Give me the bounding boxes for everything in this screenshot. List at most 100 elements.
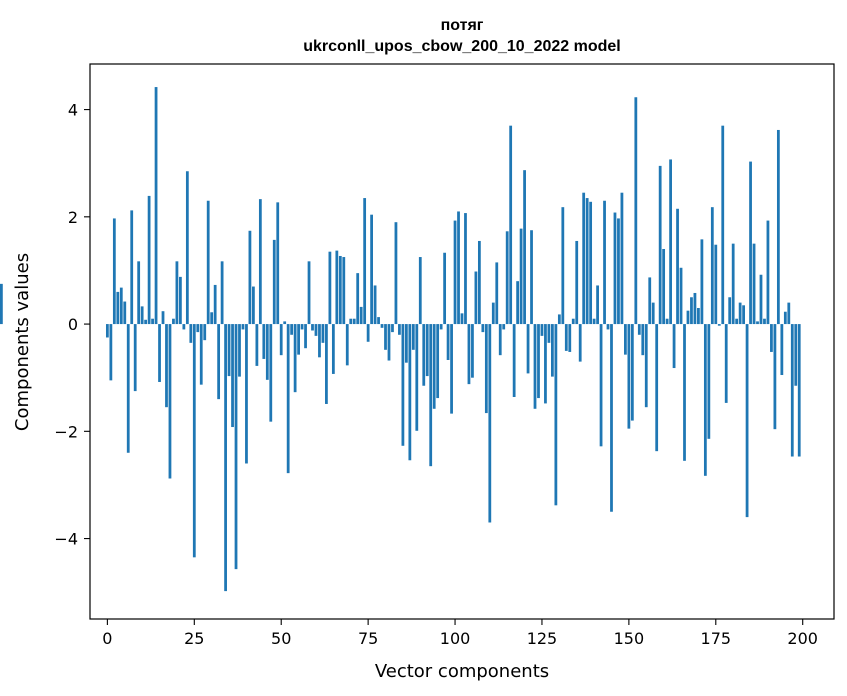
bar — [265, 324, 269, 380]
bar — [443, 252, 447, 325]
bar — [192, 324, 196, 558]
bar — [561, 207, 565, 325]
bar — [109, 324, 113, 381]
bar — [603, 200, 606, 325]
bar — [714, 244, 718, 325]
bar — [717, 324, 721, 326]
bar — [168, 324, 172, 479]
bar — [683, 324, 686, 461]
bar — [763, 318, 766, 325]
bar — [773, 324, 777, 430]
bar — [759, 274, 763, 325]
bar — [391, 324, 394, 333]
bar — [630, 324, 634, 421]
bar — [477, 240, 481, 325]
bar — [679, 267, 683, 325]
bar — [380, 324, 384, 328]
bar — [429, 324, 433, 467]
bar — [307, 261, 311, 325]
plot-area-frame — [89, 63, 835, 620]
bar — [634, 97, 638, 325]
bar — [728, 297, 732, 325]
bar — [724, 324, 728, 403]
bar — [231, 324, 234, 428]
bar — [370, 214, 373, 325]
bar — [432, 324, 436, 409]
bar — [105, 324, 109, 338]
bar — [589, 201, 593, 325]
bar — [196, 324, 200, 333]
bar — [335, 250, 339, 325]
bar — [384, 324, 387, 350]
bar — [314, 324, 318, 336]
chart-title: потяг — [441, 17, 484, 34]
bar — [710, 207, 714, 325]
y-axis-label: Components values — [12, 253, 33, 431]
bar — [648, 277, 652, 325]
bar — [185, 171, 189, 325]
bar — [575, 240, 579, 325]
bar — [366, 324, 370, 342]
bar — [172, 318, 175, 325]
bar — [210, 312, 214, 325]
bar — [175, 261, 179, 325]
x-tick-label: 200 — [787, 629, 818, 648]
bar — [140, 306, 144, 325]
bar — [276, 202, 280, 325]
bar — [439, 324, 443, 330]
bar — [182, 324, 186, 330]
bar — [596, 285, 599, 325]
bar — [697, 307, 700, 325]
bar — [481, 324, 485, 333]
bar — [0, 283, 3, 325]
bar — [464, 213, 467, 325]
bar — [217, 324, 221, 400]
bar — [533, 324, 537, 409]
bar — [318, 324, 321, 358]
bar — [637, 324, 641, 335]
x-tick-label: 50 — [271, 629, 291, 648]
x-tick-label: 125 — [527, 629, 558, 648]
bar-series — [0, 87, 801, 592]
bar — [557, 314, 561, 325]
bar — [783, 311, 787, 325]
bar — [328, 251, 332, 325]
bar — [794, 324, 798, 386]
bar — [787, 302, 791, 325]
bar — [610, 324, 613, 512]
y-tick-label: 2 — [68, 208, 78, 227]
bar — [234, 324, 238, 570]
bar — [363, 198, 367, 325]
bar — [119, 287, 123, 325]
bar — [620, 192, 624, 325]
bar — [627, 324, 631, 429]
bar — [356, 273, 360, 325]
bar — [321, 324, 325, 343]
bar — [658, 165, 662, 325]
bar — [144, 319, 148, 325]
x-tick-label: 0 — [102, 629, 112, 648]
bar — [665, 318, 669, 325]
bar — [206, 200, 210, 325]
bar — [126, 324, 130, 453]
bar — [491, 302, 495, 325]
bar — [179, 276, 182, 325]
y-tick-label: −2 — [54, 422, 78, 441]
bar — [707, 324, 711, 439]
bar — [564, 324, 568, 351]
x-tick-label: 25 — [184, 629, 204, 648]
bar — [592, 318, 596, 325]
x-axis-label: Vector components — [375, 661, 549, 682]
bar — [547, 324, 551, 343]
bar — [352, 318, 356, 325]
bar — [227, 324, 231, 377]
bar — [158, 324, 161, 382]
bar — [112, 218, 116, 325]
bar — [401, 324, 405, 446]
bar — [474, 271, 478, 325]
bar — [293, 324, 297, 393]
bar — [790, 324, 794, 457]
y-axis-ticks: −4 −2 0 2 4 — [54, 101, 90, 549]
bar — [554, 324, 558, 506]
